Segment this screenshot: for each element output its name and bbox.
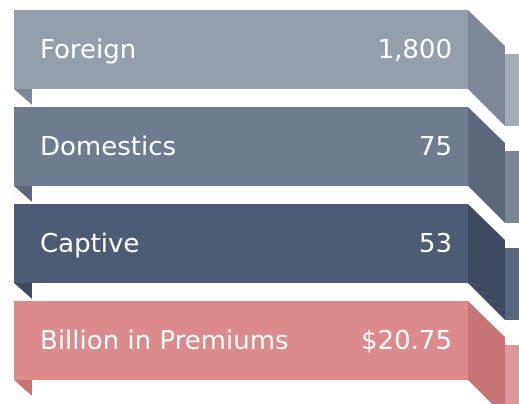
ribbon-fold xyxy=(468,204,505,320)
item-value: 1,800 xyxy=(378,35,452,65)
item-label: Billion in Premiums xyxy=(40,326,289,356)
ribbon-fold xyxy=(468,107,505,223)
ribbon-band xyxy=(14,10,468,89)
ribbon-tail xyxy=(14,89,32,105)
ribbon-strip xyxy=(505,248,519,320)
ribbon-fold xyxy=(468,10,505,126)
ribbon-strip xyxy=(505,151,519,223)
item-label: Foreign xyxy=(40,35,136,65)
item-value: 53 xyxy=(419,229,452,259)
ribbon-band xyxy=(14,107,468,186)
item-value: 75 xyxy=(419,132,452,162)
item-label: Domestics xyxy=(40,132,176,162)
ribbon-strip xyxy=(505,54,519,126)
ribbon-strip xyxy=(505,345,519,404)
ribbon-fold xyxy=(468,301,505,404)
item-value: $20.75 xyxy=(361,326,452,356)
ribbon-tail xyxy=(14,186,32,202)
ribbon-tail xyxy=(14,283,32,299)
item-label: Captive xyxy=(40,229,139,259)
ribbon-tail xyxy=(14,380,32,396)
ribbon-band xyxy=(14,301,468,380)
ribbon-band xyxy=(14,204,468,283)
